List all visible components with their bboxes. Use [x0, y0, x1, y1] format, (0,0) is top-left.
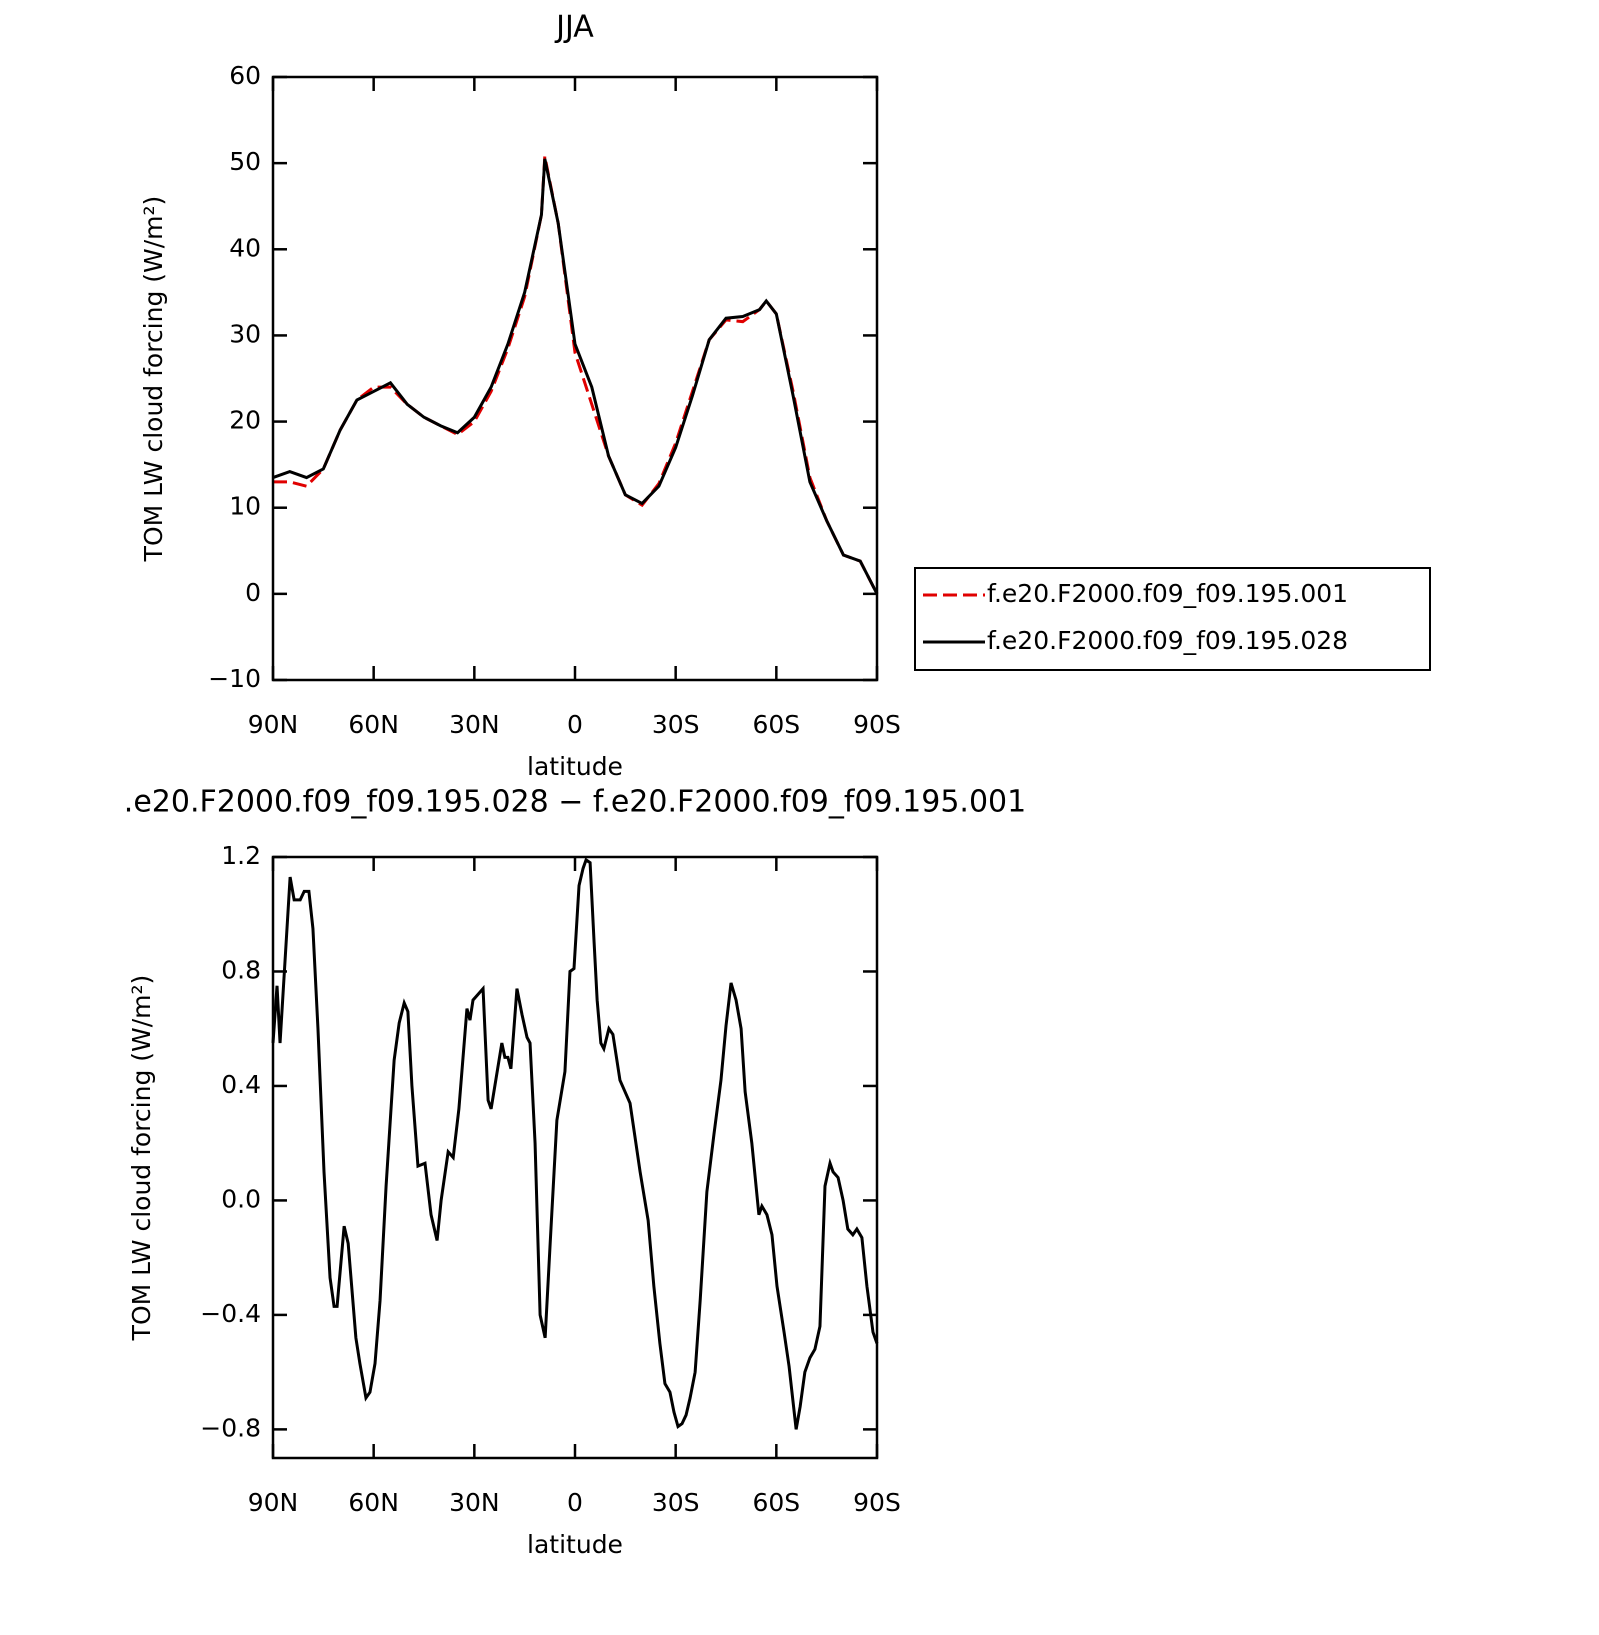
y-tick-label: 60 [229, 61, 261, 90]
plot-frame [271, 855, 879, 1460]
y-tick-label: 30 [229, 319, 261, 348]
legend-box [914, 567, 1431, 671]
x-tick-label: 30N [449, 710, 500, 739]
y-tick-label: −10 [208, 664, 261, 693]
data-line [272, 158, 879, 595]
y-tick-label: −0.4 [200, 1299, 261, 1328]
x-tick-label: 30S [652, 1488, 700, 1517]
y-tick-label: −0.8 [200, 1413, 261, 1442]
y-tick-label: 40 [229, 233, 261, 262]
data-line [273, 155, 879, 595]
x-axis-label: latitude [527, 752, 623, 781]
y-tick-label: 20 [229, 406, 261, 435]
legend-label: f.e20.F2000.f09_f09.195.001 [987, 579, 1348, 608]
x-tick-label: 90N [248, 710, 299, 739]
x-tick-label: 0 [567, 710, 583, 739]
x-tick-label: 90S [853, 710, 901, 739]
x-tick-label: 30N [449, 1488, 500, 1517]
x-tick-label: 30S [652, 710, 700, 739]
y-axis-label: TOM LW cloud forcing (W/m²) [127, 975, 156, 1342]
chart-title: .e20.F2000.f09_f09.195.028 − f.e20.F2000… [124, 785, 1026, 820]
x-axis-label: latitude [527, 1530, 623, 1559]
data-line [271, 857, 879, 1430]
y-tick-label: 1.2 [221, 841, 261, 870]
chart-title: JJA [554, 10, 594, 45]
x-tick-label: 60N [348, 1488, 399, 1517]
y-axis-label: TOM LW cloud forcing (W/m²) [139, 196, 168, 563]
y-tick-label: 0.4 [221, 1070, 261, 1099]
x-tick-label: 60S [752, 710, 800, 739]
x-tick-label: 90S [853, 1488, 901, 1517]
x-tick-label: 60S [752, 1488, 800, 1517]
x-tick-label: 60N [348, 710, 399, 739]
x-tick-label: 0 [567, 1488, 583, 1517]
y-tick-label: 50 [229, 147, 261, 176]
plot-frame [271, 75, 879, 682]
x-tick-label: 90N [248, 1488, 299, 1517]
y-tick-label: 0.8 [221, 955, 261, 984]
y-tick-label: 10 [229, 492, 261, 521]
y-tick-label: 0.0 [221, 1184, 261, 1213]
legend-label: f.e20.F2000.f09_f09.195.028 [987, 626, 1348, 655]
y-tick-label: 0 [245, 578, 261, 607]
